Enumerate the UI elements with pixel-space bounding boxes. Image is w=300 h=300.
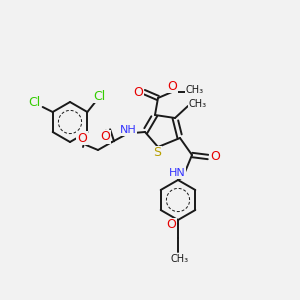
- Text: NH: NH: [120, 125, 136, 135]
- Text: O: O: [167, 80, 177, 92]
- Text: CH₃: CH₃: [171, 254, 189, 264]
- Text: S: S: [153, 146, 161, 160]
- Text: Cl: Cl: [93, 89, 105, 103]
- Text: CH₃: CH₃: [186, 85, 204, 95]
- Text: O: O: [77, 131, 87, 145]
- Text: O: O: [210, 149, 220, 163]
- Text: O: O: [133, 85, 143, 98]
- Text: O: O: [100, 130, 110, 143]
- Text: O: O: [166, 218, 176, 232]
- Text: HN: HN: [169, 168, 185, 178]
- Text: Cl: Cl: [28, 97, 41, 110]
- Text: CH₃: CH₃: [189, 99, 207, 109]
